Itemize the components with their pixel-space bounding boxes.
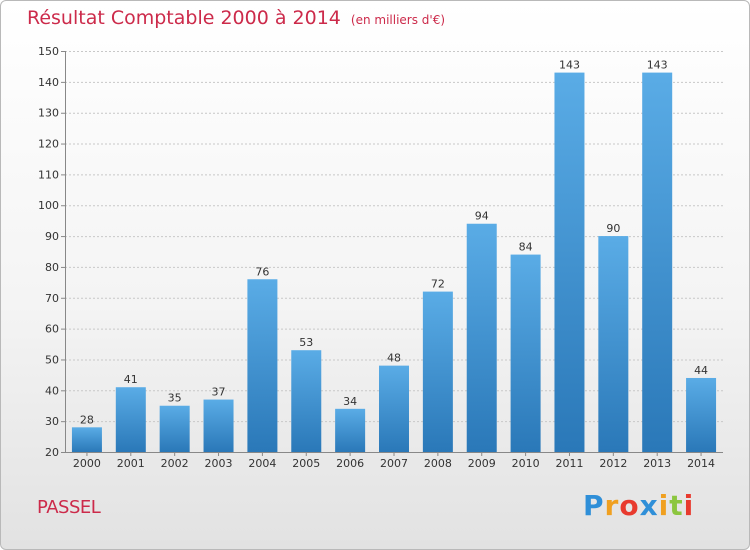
x-tick-label: 2003 [205, 457, 233, 470]
y-tick-label: 140 [38, 76, 59, 89]
place-name: PASSEL [37, 497, 101, 518]
y-tick-label: 40 [45, 384, 59, 397]
x-tick-label: 2012 [599, 457, 627, 470]
bar [115, 387, 146, 452]
x-tick-label: 2005 [292, 457, 320, 470]
bar-value-label: 48 [387, 352, 401, 365]
bar-value-label: 143 [559, 59, 580, 72]
y-tick-label: 80 [45, 261, 59, 274]
bar-value-label: 143 [647, 59, 668, 72]
x-tick-label: 2002 [161, 457, 189, 470]
y-tick-label: 120 [38, 138, 59, 151]
x-tick-label: 2004 [248, 457, 276, 470]
bar-value-label: 41 [124, 373, 138, 386]
y-tick-label: 90 [45, 230, 59, 243]
bar [642, 72, 673, 452]
bar [335, 408, 366, 452]
x-tick-label: 2013 [643, 457, 671, 470]
bar [247, 279, 278, 452]
bar [71, 427, 102, 452]
title-text: Résultat Comptable 2000 à 2014 [27, 7, 341, 29]
title-unit: (en milliers d'€) [350, 13, 446, 27]
y-tick-label: 130 [38, 107, 59, 120]
logo-letter: o [619, 489, 640, 522]
logo-letter: i [658, 489, 670, 522]
bar [291, 350, 322, 452]
y-tick-label: 30 [45, 415, 59, 428]
x-tick-label: 2009 [468, 457, 496, 470]
bar [510, 254, 541, 452]
y-tick-label: 150 [38, 45, 59, 58]
bar [466, 223, 497, 452]
bar [422, 291, 453, 452]
bar [203, 399, 234, 452]
bar-value-label: 53 [299, 336, 313, 349]
proxiti-logo: Proxiti [583, 489, 694, 522]
bar-value-label: 44 [694, 364, 708, 377]
x-tick-label: 2008 [424, 457, 452, 470]
logo-letter: i [683, 489, 695, 522]
bar-value-label: 37 [212, 386, 226, 399]
x-tick-label: 2011 [555, 457, 583, 470]
y-tick-label: 50 [45, 353, 59, 366]
y-tick-label: 70 [45, 292, 59, 305]
bar-value-label: 94 [475, 210, 489, 223]
logo-letter: t [669, 489, 684, 522]
bar [159, 405, 190, 452]
bar-value-label: 35 [168, 392, 182, 405]
bar [598, 236, 629, 452]
bar-value-label: 28 [80, 413, 94, 426]
x-tick-label: 2000 [73, 457, 101, 470]
bar-value-label: 72 [431, 278, 445, 291]
bar-value-label: 84 [519, 241, 533, 254]
y-tick-label: 20 [45, 446, 59, 459]
logo-letter: P [583, 489, 605, 522]
x-tick-label: 2010 [512, 457, 540, 470]
bar-value-label: 76 [255, 265, 269, 278]
x-tick-label: 2006 [336, 457, 364, 470]
chart-title: Résultat Comptable 2000 à 2014 (en millie… [27, 7, 445, 29]
y-tick-label: 110 [38, 168, 59, 181]
y-tick-label: 60 [45, 323, 59, 336]
bar-value-label: 34 [343, 395, 357, 408]
bar [379, 365, 409, 452]
logo-letter: x [639, 489, 659, 522]
bar [686, 377, 717, 452]
y-tick-label: 100 [38, 199, 59, 212]
bar [554, 72, 585, 452]
x-tick-label: 2014 [687, 457, 715, 470]
bar-value-label: 90 [606, 222, 620, 235]
x-tick-label: 2001 [117, 457, 145, 470]
logo-letter: r [604, 489, 620, 522]
x-tick-label: 2007 [380, 457, 408, 470]
